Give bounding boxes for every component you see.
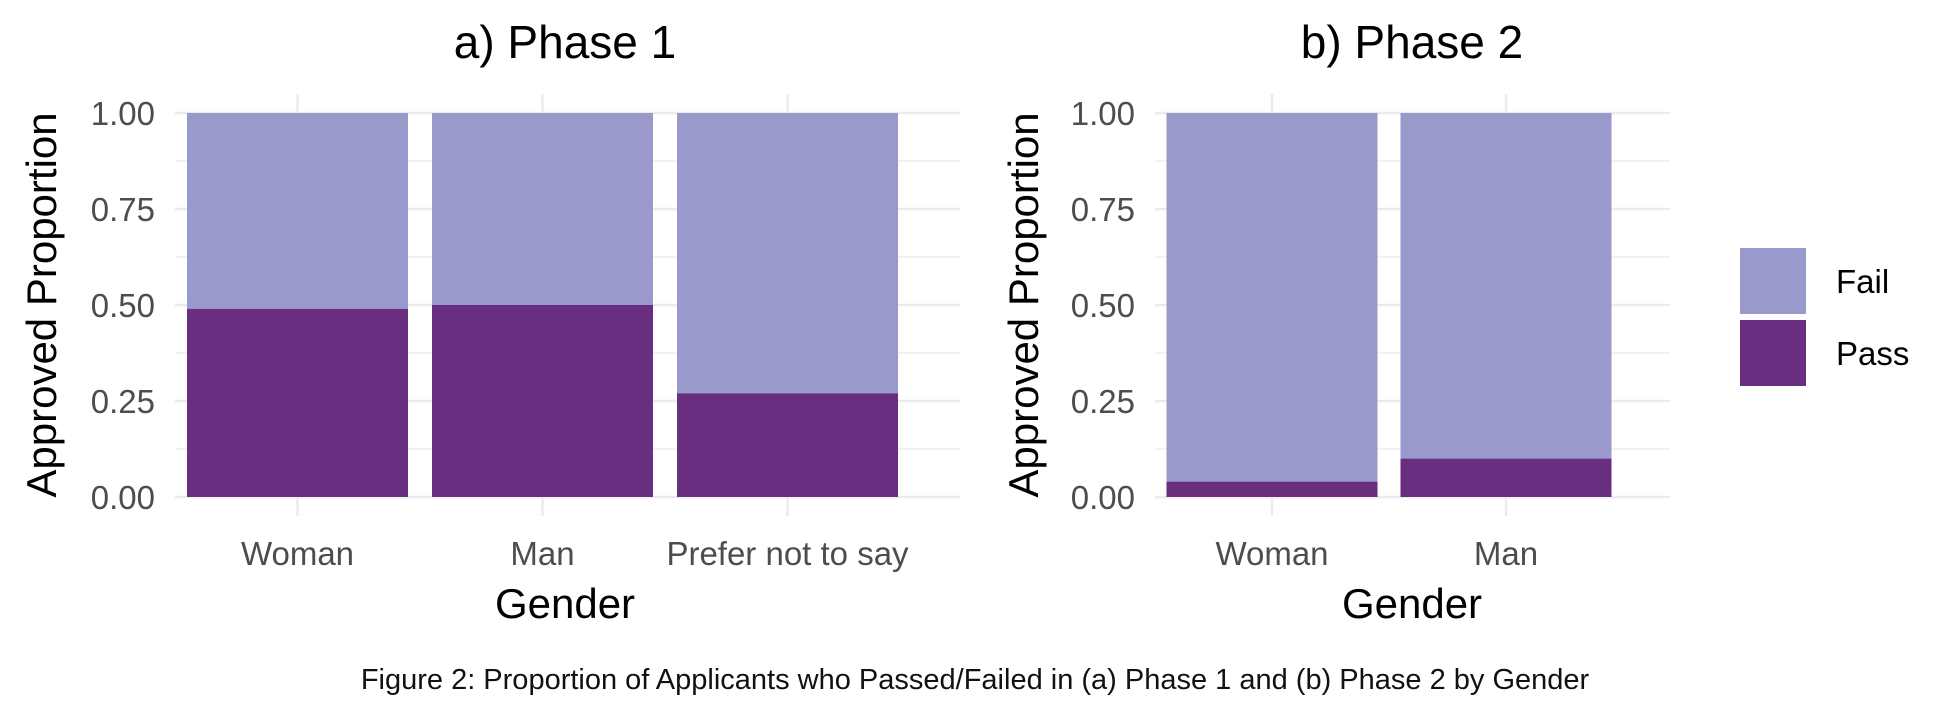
panel-2-x-axis-title: Gender: [1342, 580, 1482, 627]
panel-1-x-axis-title: Gender: [495, 580, 635, 627]
legend-key-pass: [1740, 320, 1806, 386]
panel-1-title: a) Phase 1: [454, 16, 676, 68]
panel-1-bar-fail-2: [432, 113, 653, 305]
legend-label-pass: Pass: [1836, 335, 1909, 372]
panel-2-bar-fail-2: [1400, 113, 1612, 459]
panel-1-y-tick-label: 0.75: [91, 191, 155, 228]
panel-2-x-tick-label: Man: [1474, 535, 1538, 572]
panel-1-x-tick-label: Man: [510, 535, 574, 572]
legend-label-fail: Fail: [1836, 263, 1889, 300]
panel-1-x-tick-label: Prefer not to say: [666, 535, 909, 572]
panel-1-bar-pass-2: [432, 305, 653, 497]
panel-2-y-tick-label: 0.25: [1071, 383, 1135, 420]
panel-1-y-tick-label: 0.25: [91, 383, 155, 420]
panel-2-bar-pass-1: [1166, 481, 1378, 497]
panel-1-y-tick-label: 0.50: [91, 287, 155, 324]
panel-2-y-tick-label: 1.00: [1071, 95, 1135, 132]
panel-2-bar-pass-2: [1400, 458, 1612, 497]
panel-2-title: b) Phase 2: [1301, 16, 1523, 68]
panel-1-bar-fail-3: [677, 113, 898, 394]
panel-1-x-tick-label: Woman: [241, 535, 354, 572]
panel-1-y-tick-label: 1.00: [91, 95, 155, 132]
panel-2-y-axis-title: Approved Proportion: [1000, 112, 1047, 497]
legend-key-fail: [1740, 248, 1806, 314]
panel-1-y-axis-title: Approved Proportion: [18, 112, 65, 497]
panel-2-y-tick-label: 0.50: [1071, 287, 1135, 324]
panel-1-y-tick-label: 0.00: [91, 479, 155, 516]
panel-2-y-tick-label: 0.75: [1071, 191, 1135, 228]
panel-2-y-tick-label: 0.00: [1071, 479, 1135, 516]
panel-1-bar-pass-1: [187, 308, 408, 497]
panel-2-x-tick-label: Woman: [1215, 535, 1328, 572]
panel-1-bar-pass-3: [677, 393, 898, 497]
panel-2-bar-fail-1: [1166, 113, 1378, 482]
figure-caption: Figure 2: Proportion of Applicants who P…: [360, 664, 1590, 696]
panel-1-bar-fail-1: [187, 113, 408, 309]
